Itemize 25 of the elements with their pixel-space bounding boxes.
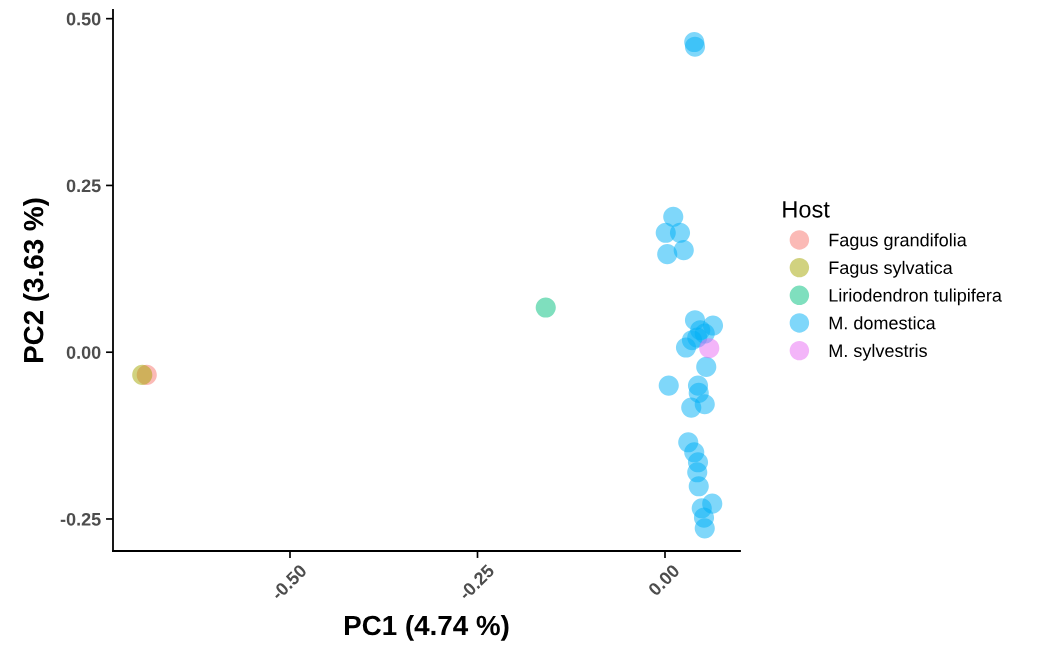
legend-label: Fagus grandifolia [829, 233, 967, 251]
legend-title: Host [783, 201, 830, 218]
legend-label: M. sylvestris [829, 343, 927, 361]
y-axis-title: PC2 (3.63 %) [23, 198, 49, 363]
legend-label: Fagus sylvatica [829, 260, 953, 278]
point [673, 240, 694, 261]
legend-label: Liriodendron tulipifera [829, 288, 1002, 306]
point [694, 518, 715, 539]
point [675, 337, 697, 358]
point [684, 36, 706, 57]
y-tick-label: -0.25 [60, 512, 101, 526]
point [669, 222, 691, 243]
y-tick-label: 0.50 [66, 12, 101, 26]
point [535, 297, 556, 318]
x-tick-label: 0.00 [647, 563, 681, 597]
point [657, 244, 678, 265]
legend-label: M. domestica [829, 316, 936, 330]
point [699, 338, 720, 359]
y-tick-label: 0.00 [66, 346, 101, 359]
y-tick-label: 0.25 [66, 179, 101, 193]
x-axis-title: PC1 (4.74 %) [344, 614, 509, 641]
point [681, 397, 702, 418]
point [696, 356, 717, 377]
point [688, 476, 709, 497]
point [658, 375, 679, 396]
